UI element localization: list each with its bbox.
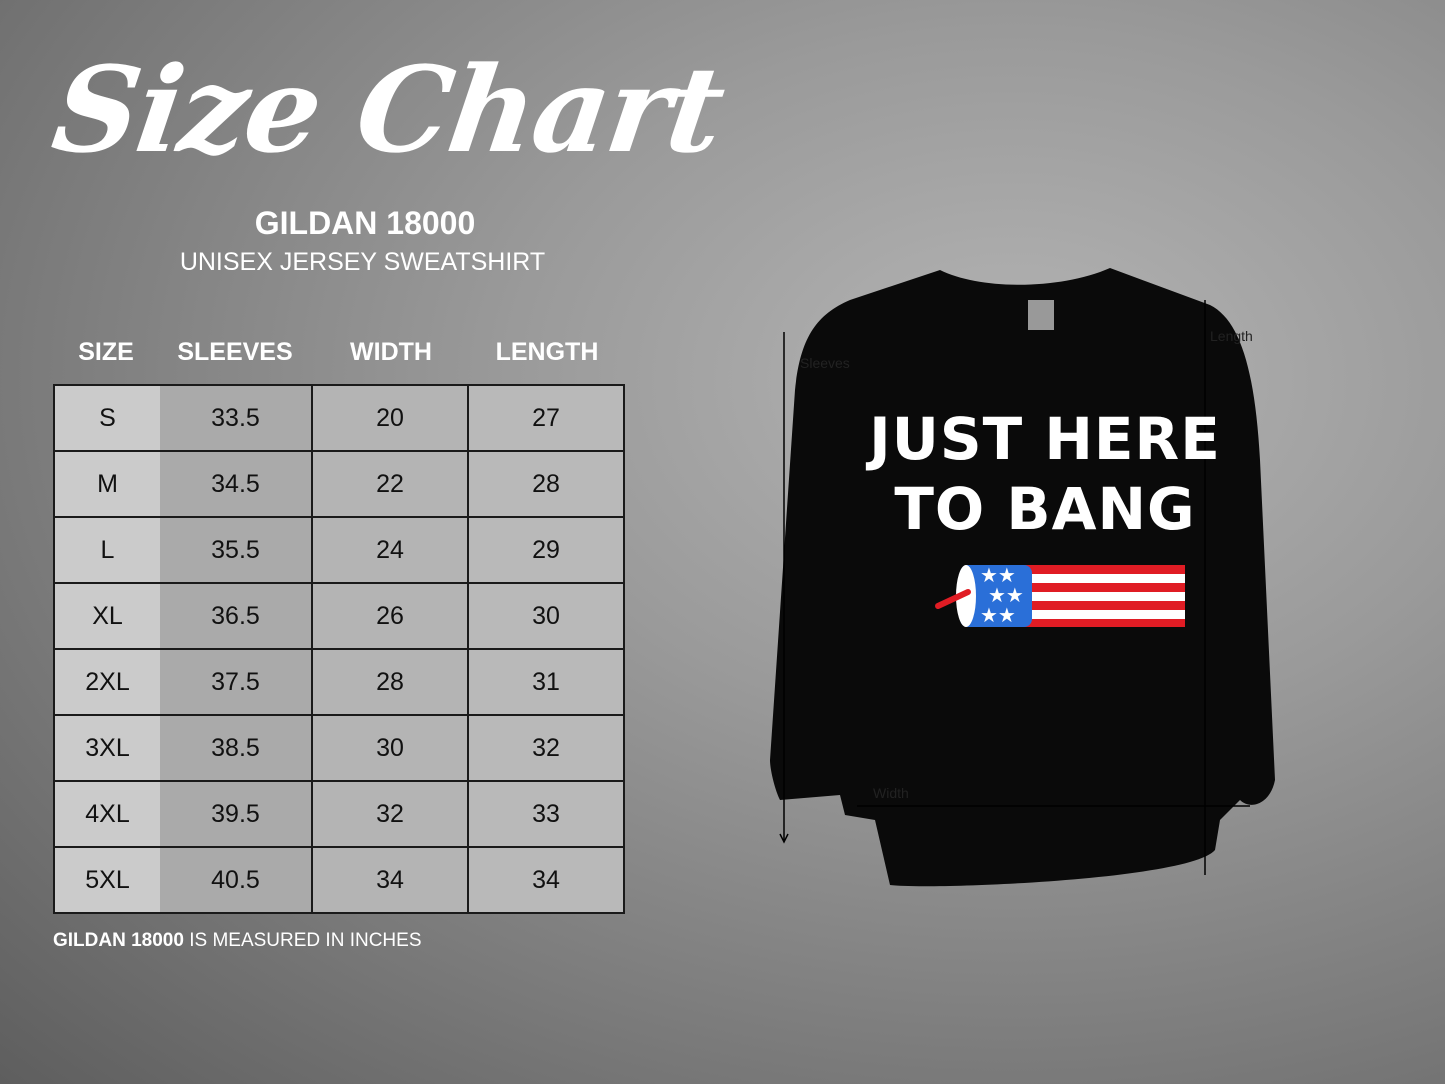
length-measure-label: Length <box>1210 328 1253 344</box>
cell-length: 30 <box>467 582 625 650</box>
footnote: GILDAN 18000 IS MEASURED IN INCHES <box>53 930 422 952</box>
cell-sleeves: 39.5 <box>160 780 313 848</box>
cell-size: M <box>53 450 160 518</box>
neck-label <box>1028 300 1054 330</box>
cell-size: 5XL <box>53 846 160 914</box>
table-row: 3XL 38.5 30 32 <box>53 714 625 782</box>
cell-length: 33 <box>467 780 625 848</box>
footnote-brand: GILDAN 18000 <box>53 930 184 951</box>
cell-width: 32 <box>311 780 469 848</box>
footnote-text: IS MEASURED IN INCHES <box>183 930 422 951</box>
column-header-length: LENGTH <box>495 338 599 366</box>
cell-length: 31 <box>467 648 625 716</box>
sweatshirt-image: ★★★★★★ <box>770 268 1275 887</box>
cell-sleeves: 33.5 <box>160 384 313 452</box>
cell-size: XL <box>53 582 160 650</box>
cell-size: 4XL <box>53 780 160 848</box>
cell-sleeves: 35.5 <box>160 516 313 584</box>
column-header-sleeves: SLEEVES <box>177 338 293 366</box>
shirt-slogan-line2: TO BANG <box>894 475 1196 543</box>
svg-text:★★: ★★ <box>980 605 1016 627</box>
cell-sleeves: 38.5 <box>160 714 313 782</box>
brand-model: GILDAN 18000 <box>254 205 476 241</box>
cell-sleeves: 36.5 <box>160 582 313 650</box>
svg-text:★★: ★★ <box>980 565 1016 587</box>
size-chart-title: Size Chart <box>45 40 731 179</box>
cell-sleeves: 40.5 <box>160 846 313 914</box>
firecracker-graphic: ★★★★★★ <box>935 565 1185 627</box>
table-row: 4XL 39.5 32 33 <box>53 780 625 848</box>
column-header-width: WIDTH <box>350 338 432 366</box>
cell-length: 27 <box>467 384 625 452</box>
cell-sleeves: 34.5 <box>160 450 313 518</box>
cell-sleeves: 37.5 <box>160 648 313 716</box>
cell-size: S <box>53 384 160 452</box>
cell-length: 28 <box>467 450 625 518</box>
cell-width: 20 <box>311 384 469 452</box>
table-row: S 33.5 20 27 <box>53 384 625 452</box>
cell-size: 2XL <box>53 648 160 716</box>
shirt-slogan-line1: JUST HERE <box>869 405 1221 473</box>
product-subtitle: UNISEX JERSEY SWEATSHIRT <box>179 248 546 276</box>
cell-length: 32 <box>467 714 625 782</box>
cell-length: 29 <box>467 516 625 584</box>
size-table: S 33.5 20 27 M 34.5 22 28 L 35.5 24 29 XL 36.5 26 30 2XL… <box>53 384 625 914</box>
cell-width: 22 <box>311 450 469 518</box>
column-header-size: SIZE <box>78 338 134 366</box>
cell-size: L <box>53 516 160 584</box>
table-row: M 34.5 22 28 <box>53 450 625 518</box>
cell-size: 3XL <box>53 714 160 782</box>
table-row: 5XL 40.5 34 34 <box>53 846 625 914</box>
table-row: L 35.5 24 29 <box>53 516 625 584</box>
cell-width: 30 <box>311 714 469 782</box>
cell-width: 24 <box>311 516 469 584</box>
table-row: XL 36.5 26 30 <box>53 582 625 650</box>
cell-width: 28 <box>311 648 469 716</box>
svg-text:★★: ★★ <box>988 585 1024 607</box>
table-row: 2XL 37.5 28 31 <box>53 648 625 716</box>
cell-width: 34 <box>311 846 469 914</box>
cell-length: 34 <box>467 846 625 914</box>
sleeves-measure-label: Sleeves <box>800 355 850 371</box>
width-measure-label: Width <box>873 785 909 801</box>
cell-width: 26 <box>311 582 469 650</box>
